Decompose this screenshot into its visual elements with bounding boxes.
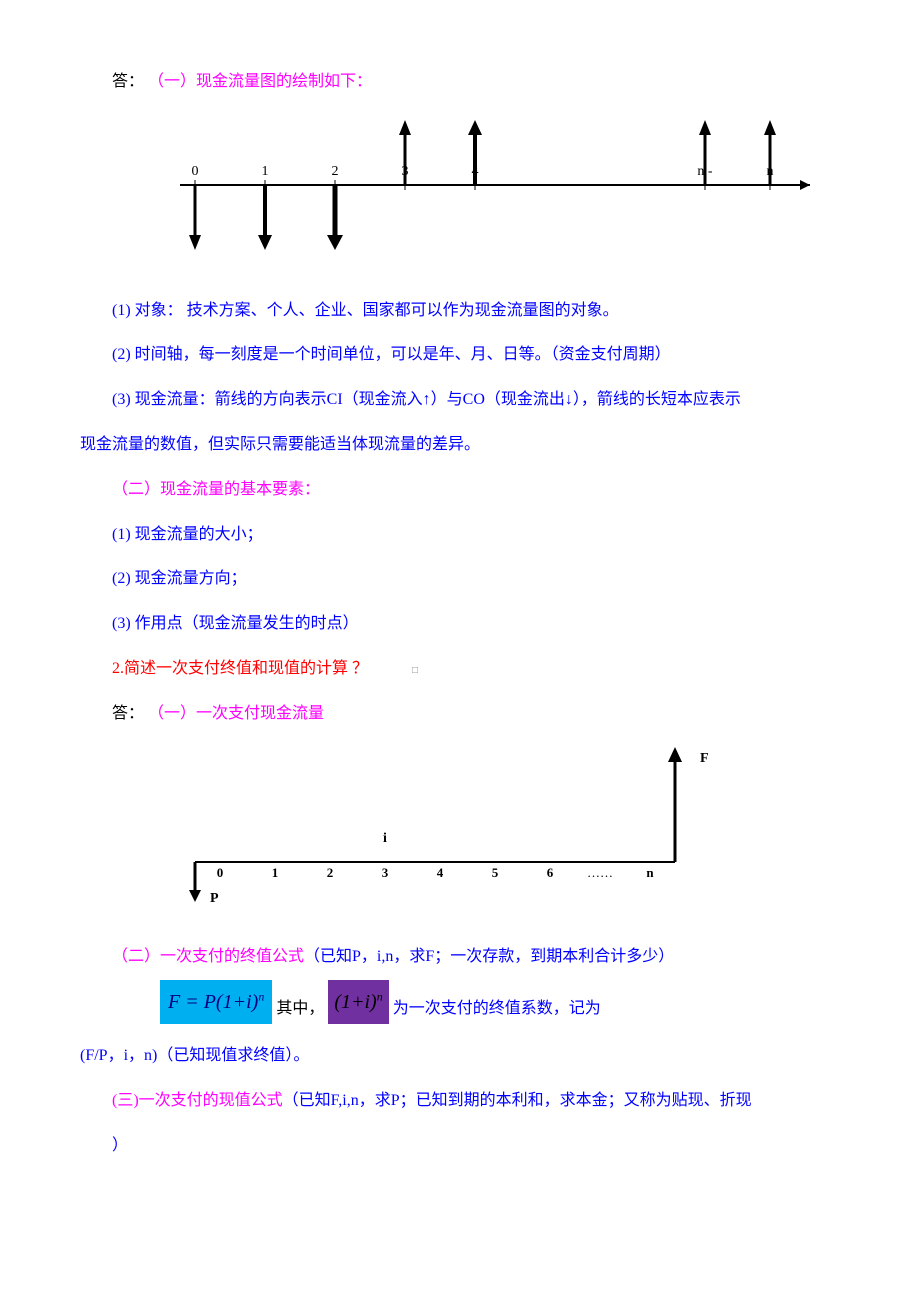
section5: (三)一次支付的现值公式（已知F,i,n，求P；已知到期的本利和，求本金；又称为… [80,1079,840,1124]
svg-text:i: i [383,831,387,846]
section4: （二）一次支付的终值公式（已知P，i,n，求F；一次存款，到期本利合计多少） [80,935,840,980]
between-text: 其中， [276,995,324,1024]
svg-text:1: 1 [272,865,279,880]
section1-title: （一）现金流量图的绘制如下： [148,73,372,90]
cashflow-diagram-1: 0 1 2 3 4 n - n [170,115,840,279]
section4-title: （二）一次支付的终值公式 [112,948,304,965]
svg-text:……: …… [587,865,613,880]
svg-text:5: 5 [492,865,499,880]
section5-close: ） [80,1124,840,1169]
section5-title: (三)一次支付的现值公式 [112,1092,283,1109]
point-2: (2) 时间轴，每一刻度是一个时间单位，可以是年、月、日等。（资金支付周期） [80,333,840,378]
point-4: (1) 现金流量的大小； [80,513,840,558]
answer1-intro: 答： （一）现金流量图的绘制如下： [80,60,840,105]
svg-text:3: 3 [382,865,389,880]
svg-text:2: 2 [332,164,339,179]
svg-text:4: 4 [437,865,444,880]
formula2-text: (1+i) [334,991,376,1013]
after-formula: 为一次支付的终值系数，记为 [393,995,601,1024]
fp-line: (F/P，i，n)（已知现值求终值）。 [80,1034,840,1079]
section5-rest: （已知F,i,n，求P；已知到期的本利和，求本金；又称为贴现、折现 [283,1092,752,1109]
svg-text:0: 0 [192,164,199,179]
section4-rest: （已知P，i,n，求F；一次存款，到期本利合计多少） [304,948,674,965]
svg-text:n: n [646,865,654,880]
point-1: (1) 对象： 技术方案、个人、企业、国家都可以作为现金流量图的对象。 [80,289,840,334]
formula2-exp: n [377,990,383,1004]
diagram1-svg: 0 1 2 3 4 n - n [170,115,830,260]
svg-text:F: F [700,751,709,766]
page-marker: □ [412,665,418,676]
svg-text:P: P [210,891,219,906]
section3-title: （一）一次支付现金流量 [148,705,324,722]
section2-title: （二）现金流量的基本要素： [80,468,840,513]
point-5: (2) 现金流量方向； [80,557,840,602]
formula1-exp: n [258,990,264,1004]
formula-factor: (1+i)n [328,980,388,1024]
svg-text:0: 0 [217,865,224,880]
point-6: (3) 作用点（现金流量发生的时点） [80,602,840,647]
formula1-text: F = P(1+i) [168,991,258,1013]
point-3a: (3) 现金流量：箭线的方向表示CI（现金流入↑）与CO（现金流出↓），箭线的长… [80,378,840,423]
svg-text:1: 1 [262,164,269,179]
q2-text: 2.简述一次支付终值和现值的计算 ？ [112,660,368,677]
point-3b: 现金流量的数值，但实际只需要能适当体现流量的差异。 [80,423,840,468]
answer2-lead: 答： [112,705,144,722]
diagram2-svg: 0 1 2 3 4 5 6 …… n i F P [170,747,730,907]
svg-text:2: 2 [327,865,334,880]
question-2: 2.简述一次支付终值和现值的计算 ？ □ [80,647,840,692]
svg-text:6: 6 [547,865,554,880]
formula-f-eq: F = P(1+i)n [160,980,272,1024]
answer-lead: 答： [112,73,144,90]
answer2-intro: 答： （一）一次支付现金流量 [80,692,840,737]
formula-row: F = P(1+i)n 其中， (1+i)n 为一次支付的终值系数，记为 [160,980,840,1024]
cashflow-diagram-2: 0 1 2 3 4 5 6 …… n i F P [170,747,840,926]
